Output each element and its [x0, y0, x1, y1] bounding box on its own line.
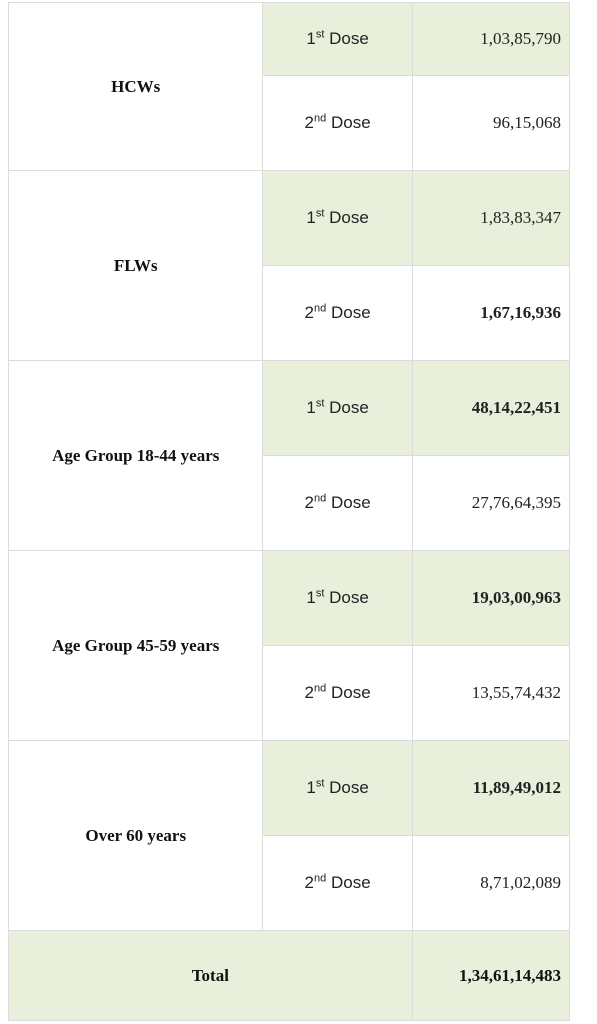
dose-count: 11,89,49,012	[411, 740, 571, 836]
table-row: FLWs 1st Dose 1,83,83,347	[7, 170, 571, 361]
vaccination-table: HCWs 1st Dose 1,03,85,790 2nd Dose 96,15…	[7, 2, 571, 1021]
table-row: 2nd Dose 13,55,74,432	[9, 645, 571, 741]
dose-count: 8,71,02,089	[411, 835, 571, 931]
table-row: Age Group 45-59 years 1st Dose 19,03,00,…	[7, 550, 571, 741]
dose-label: 1st Dose	[262, 170, 413, 266]
dose-label: 2nd Dose	[262, 455, 413, 551]
group-label: Age Group 45-59 years	[7, 550, 264, 741]
table-row: HCWs 1st Dose 1,03,85,790	[7, 2, 571, 171]
dose-count: 27,76,64,395	[411, 455, 571, 551]
table-row: 2nd Dose 96,15,068	[9, 75, 571, 171]
group-label: Over 60 years	[7, 740, 264, 931]
dose-label: 1st Dose	[262, 360, 413, 456]
dose-count: 13,55,74,432	[411, 645, 571, 741]
total-label: Total	[8, 930, 413, 1021]
dose-label: 2nd Dose	[262, 265, 413, 361]
dose-label: 1st Dose	[262, 740, 413, 836]
table-row: 2nd Dose 8,71,02,089	[9, 835, 571, 931]
dose-label: 2nd Dose	[262, 835, 413, 931]
table-row: Over 60 years 1st Dose 11,89,49,012	[7, 740, 571, 931]
group-label: Age Group 18-44 years	[7, 360, 264, 551]
total-row: Total 1,34,61,14,483	[8, 930, 571, 1021]
dose-count: 1,83,83,347	[411, 170, 571, 266]
table-row: 2nd Dose 1,67,16,936	[9, 265, 571, 361]
dose-label: 1st Dose	[262, 2, 413, 76]
group-label: FLWs	[7, 170, 264, 361]
dose-count: 96,15,068	[411, 75, 571, 171]
dose-count: 1,67,16,936	[411, 265, 571, 361]
dose-label: 2nd Dose	[262, 645, 413, 741]
table-row: Age Group 18-44 years 1st Dose 48,14,22,…	[7, 360, 571, 551]
group-label: HCWs	[7, 2, 264, 171]
table-row: 2nd Dose 27,76,64,395	[9, 455, 571, 551]
dose-count: 19,03,00,963	[411, 550, 571, 646]
total-count: 1,34,61,14,483	[411, 930, 571, 1021]
dose-label: 1st Dose	[262, 550, 413, 646]
dose-count: 1,03,85,790	[411, 2, 571, 76]
dose-label: 2nd Dose	[262, 75, 413, 171]
dose-count: 48,14,22,451	[411, 360, 571, 456]
